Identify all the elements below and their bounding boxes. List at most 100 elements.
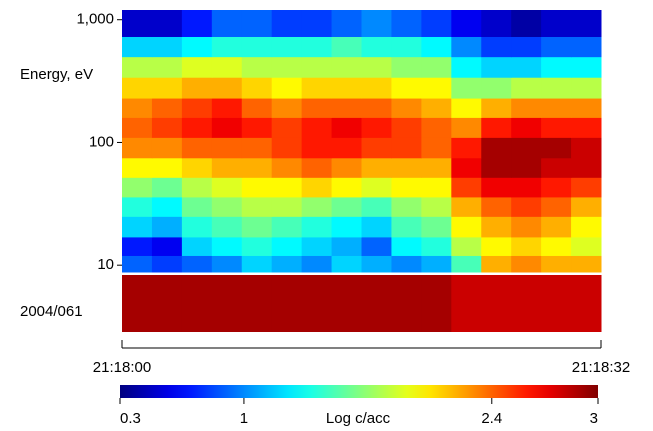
heatmap-cell <box>451 157 482 178</box>
strip-cell <box>451 275 482 332</box>
heatmap-cell <box>301 255 333 273</box>
heatmap-cell <box>181 255 213 273</box>
heatmap-cell <box>331 255 362 273</box>
heatmap-cell <box>421 196 452 217</box>
heatmap-cell <box>151 36 183 58</box>
heatmap-cell <box>301 236 333 256</box>
heatmap-cell <box>391 157 422 178</box>
strip-cell <box>361 275 392 332</box>
heatmap-cell <box>511 177 542 198</box>
heatmap-cell <box>211 98 243 118</box>
heatmap-cell <box>301 98 333 118</box>
heatmap-cell <box>151 117 183 138</box>
heatmap-cell <box>511 157 542 178</box>
heatmap-cell <box>481 236 512 256</box>
heatmap-cell <box>211 77 243 99</box>
heatmap-cell <box>211 255 243 273</box>
heatmap-cell <box>541 36 572 58</box>
heatmap-cell <box>181 157 213 178</box>
heatmap-cell <box>421 36 452 58</box>
heatmap-cell <box>181 77 213 99</box>
heatmap-cell <box>241 177 273 198</box>
heatmap-cell <box>421 117 452 138</box>
x-tick-label: 21:18:00 <box>93 359 151 376</box>
heatmap-cell <box>331 56 362 78</box>
heatmap-cell <box>541 177 572 198</box>
heatmap-cell <box>211 56 243 78</box>
strip-cell <box>241 275 273 332</box>
heatmap-cell <box>421 216 452 238</box>
heatmap-cell <box>481 98 512 118</box>
date-label: 2004/061 <box>20 303 83 320</box>
heatmap-cell <box>122 10 153 37</box>
heatmap-cell <box>331 98 362 118</box>
heatmap-cell <box>271 117 303 138</box>
heatmap-cell <box>241 117 273 138</box>
heatmap-cell <box>541 255 572 273</box>
heatmap-cell <box>271 56 303 78</box>
heatmap-cell <box>301 137 333 159</box>
heatmap-cell <box>151 157 183 178</box>
heatmap-cell <box>571 98 602 118</box>
heatmap-cell <box>361 137 392 159</box>
heatmap-cell <box>451 10 482 37</box>
heatmap-cell <box>241 236 273 256</box>
strip-cell <box>151 275 183 332</box>
heatmap-cell <box>541 157 572 178</box>
heatmap-cell <box>241 157 273 178</box>
strip-cell <box>541 275 572 332</box>
strip-cell <box>181 275 213 332</box>
heatmap-cell <box>122 157 153 178</box>
heatmap-cell <box>511 98 542 118</box>
heatmap-cell <box>361 216 392 238</box>
heatmap-cell <box>241 98 273 118</box>
heatmap-cell <box>361 117 392 138</box>
heatmap-cell <box>391 216 422 238</box>
heatmap-cell <box>451 236 482 256</box>
strip-cell <box>271 275 303 332</box>
heatmap-cell <box>331 177 362 198</box>
heatmap-cell <box>122 216 153 238</box>
heatmap-cell <box>391 255 422 273</box>
heatmap-cell <box>271 177 303 198</box>
heatmap-cell <box>241 137 273 159</box>
heatmap-cell <box>181 196 213 217</box>
heatmap-cell <box>241 196 273 217</box>
strip-cell <box>421 275 452 332</box>
heatmap-cell <box>151 255 183 273</box>
heatmap-cell <box>271 36 303 58</box>
heatmap-cell <box>331 216 362 238</box>
heatmap-cell <box>181 36 213 58</box>
heatmap-cell <box>511 56 542 78</box>
heatmap-cell <box>571 157 602 178</box>
heatmap-cell <box>271 255 303 273</box>
heatmap-cell <box>241 216 273 238</box>
heatmap-cell <box>331 117 362 138</box>
heatmap-cell <box>481 196 512 217</box>
strip-cell <box>391 275 422 332</box>
heatmap-cell <box>151 10 183 37</box>
heatmap-cell <box>271 216 303 238</box>
heatmap-cell <box>271 10 303 37</box>
heatmap-cell <box>361 177 392 198</box>
heatmap-cell <box>241 56 273 78</box>
heatmap-cell <box>391 98 422 118</box>
heatmap-cell <box>571 236 602 256</box>
heatmap-cell <box>181 117 213 138</box>
heatmap-cell <box>421 56 452 78</box>
heatmap-cell <box>421 157 452 178</box>
heatmap-cell <box>122 196 153 217</box>
heatmap-cell <box>181 177 213 198</box>
heatmap-cell <box>301 196 333 217</box>
heatmap-cell <box>391 36 422 58</box>
heatmap-cell <box>481 77 512 99</box>
heatmap-cell <box>211 137 243 159</box>
heatmap-cell <box>301 216 333 238</box>
heatmap-cell <box>271 77 303 99</box>
colorbar-tick-label: 1 <box>240 410 248 427</box>
y-tick-label: 10 <box>97 256 114 273</box>
heatmap-cell <box>481 10 512 37</box>
heatmap-cell <box>122 255 153 273</box>
heatmap-cell <box>391 56 422 78</box>
heatmap-cell <box>151 77 183 99</box>
